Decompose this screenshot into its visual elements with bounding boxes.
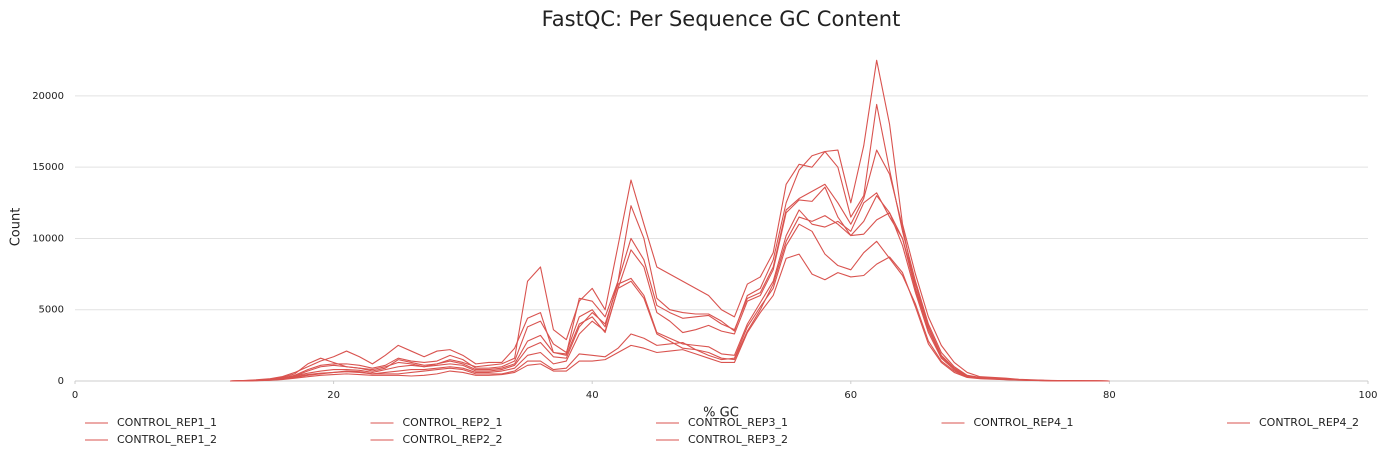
series-line xyxy=(230,103,1110,382)
legend-label: CONTROL_REP1_1 xyxy=(117,416,217,429)
series-line xyxy=(230,192,1110,382)
x-tick-label: 60 xyxy=(844,390,857,401)
x-axis-label: % GC xyxy=(703,406,739,421)
series-line xyxy=(230,186,1110,382)
y-axis-label: Count xyxy=(9,208,24,247)
legend-label: CONTROL_REP3_2 xyxy=(688,433,788,446)
series-line xyxy=(230,212,1110,382)
y-tick-label: 5000 xyxy=(39,305,64,316)
series-line xyxy=(230,253,1110,382)
y-tick-label: 20000 xyxy=(32,91,64,102)
y-tick-label: 10000 xyxy=(32,233,64,244)
legend-label: CONTROL_REP1_2 xyxy=(117,433,217,446)
x-tick-label: 0 xyxy=(72,390,78,401)
chart-title: FastQC: Per Sequence GC Content xyxy=(542,7,901,31)
series-line xyxy=(230,59,1110,382)
x-tick-label: 100 xyxy=(1358,390,1377,401)
y-tick-label: 0 xyxy=(58,376,64,387)
legend-label: CONTROL_REP2_1 xyxy=(403,416,503,429)
x-tick-label: 20 xyxy=(327,390,340,401)
legend-label: CONTROL_REP4_1 xyxy=(974,416,1074,429)
x-tick-label: 40 xyxy=(586,390,599,401)
series-line xyxy=(230,223,1110,382)
legend-label: CONTROL_REP2_2 xyxy=(403,433,503,446)
legend-label: CONTROL_REP3_1 xyxy=(688,416,788,429)
legend-label: CONTROL_REP4_2 xyxy=(1259,416,1359,429)
y-tick-label: 15000 xyxy=(32,162,64,173)
x-tick-label: 80 xyxy=(1103,390,1116,401)
series-line xyxy=(230,149,1110,382)
